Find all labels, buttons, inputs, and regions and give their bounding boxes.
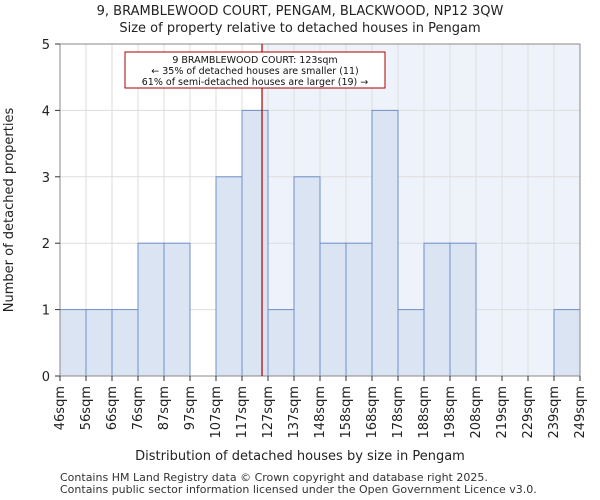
- x-tick-label: 239sqm: [547, 386, 562, 439]
- histogram-bar: [85, 309, 113, 377]
- annotation-box: [124, 51, 386, 89]
- histogram-bar: [293, 176, 321, 377]
- annotation-line: 9 BRAMBLEWOOD COURT: 123sqm: [172, 55, 337, 66]
- footer-line-2: Contains public sector information licen…: [60, 483, 537, 496]
- histogram-bar: [267, 309, 295, 377]
- x-tick-label: 208sqm: [469, 386, 484, 439]
- x-tick-label: 46sqm: [53, 386, 68, 430]
- histogram-bar: [241, 109, 269, 377]
- annotation-line: ← 35% of detached houses are smaller (11…: [151, 66, 358, 77]
- y-tick-label: 1: [42, 304, 50, 319]
- y-tick-label: 2: [42, 237, 50, 252]
- histogram-bar: [163, 242, 191, 377]
- y-tick-label: 4: [42, 104, 50, 119]
- x-tick-label: 87sqm: [157, 386, 172, 430]
- y-axis-label: Number of detached properties: [2, 108, 17, 313]
- x-tick-label: 219sqm: [495, 386, 510, 439]
- x-axis-label: Distribution of detached houses by size …: [135, 449, 465, 464]
- histogram-bar: [137, 242, 165, 377]
- footer-line-1: Contains HM Land Registry data © Crown c…: [60, 471, 488, 484]
- x-tick-label: 198sqm: [443, 386, 458, 439]
- x-tick-label: 168sqm: [365, 386, 380, 439]
- histogram-bar: [371, 109, 399, 377]
- histogram-bar: [553, 309, 581, 377]
- histogram-bar: [397, 309, 425, 377]
- x-tick-label: 229sqm: [521, 386, 536, 439]
- x-tick-label: 107sqm: [209, 386, 224, 439]
- histogram-bar: [423, 242, 451, 377]
- histogram-bar: [345, 242, 373, 377]
- histogram-bar: [111, 309, 139, 377]
- x-tick-label: 56sqm: [79, 386, 94, 430]
- plot-area: 0 1 2 3 4 5 46sqm 56sqm 66sqm 76sqm 87sqm 97sqm 107s…: [42, 38, 588, 439]
- histogram-bar: [319, 242, 347, 377]
- x-tick-label: 249sqm: [573, 386, 588, 439]
- histogram-bar: [449, 242, 477, 377]
- x-tick-label: 148sqm: [313, 386, 328, 439]
- histogram-chart: 9, BRAMBLEWOOD COURT, PENGAM, BLACKWOOD,…: [2, 4, 588, 464]
- x-tick-label: 188sqm: [417, 386, 432, 439]
- annotation-line: 61% of semi-detached houses are larger (…: [142, 77, 369, 88]
- histogram-bar: [59, 309, 87, 377]
- y-tick-label: 5: [42, 38, 50, 53]
- y-tick-label: 3: [42, 171, 50, 186]
- histogram-bar: [215, 176, 243, 377]
- x-tick-label: 76sqm: [131, 386, 146, 430]
- x-tick-label: 158sqm: [339, 386, 354, 439]
- y-tick-label: 0: [42, 370, 50, 385]
- x-tick-label: 137sqm: [287, 386, 302, 439]
- chart-title: 9, BRAMBLEWOOD COURT, PENGAM, BLACKWOOD,…: [97, 4, 504, 19]
- x-tick-label: 97sqm: [183, 386, 198, 430]
- x-tick-label: 127sqm: [261, 386, 276, 439]
- chart-subtitle: Size of property relative to detached ho…: [119, 21, 480, 36]
- x-tick-label: 178sqm: [391, 386, 406, 439]
- x-tick-label: 117sqm: [235, 386, 250, 439]
- x-tick-label: 66sqm: [105, 386, 120, 430]
